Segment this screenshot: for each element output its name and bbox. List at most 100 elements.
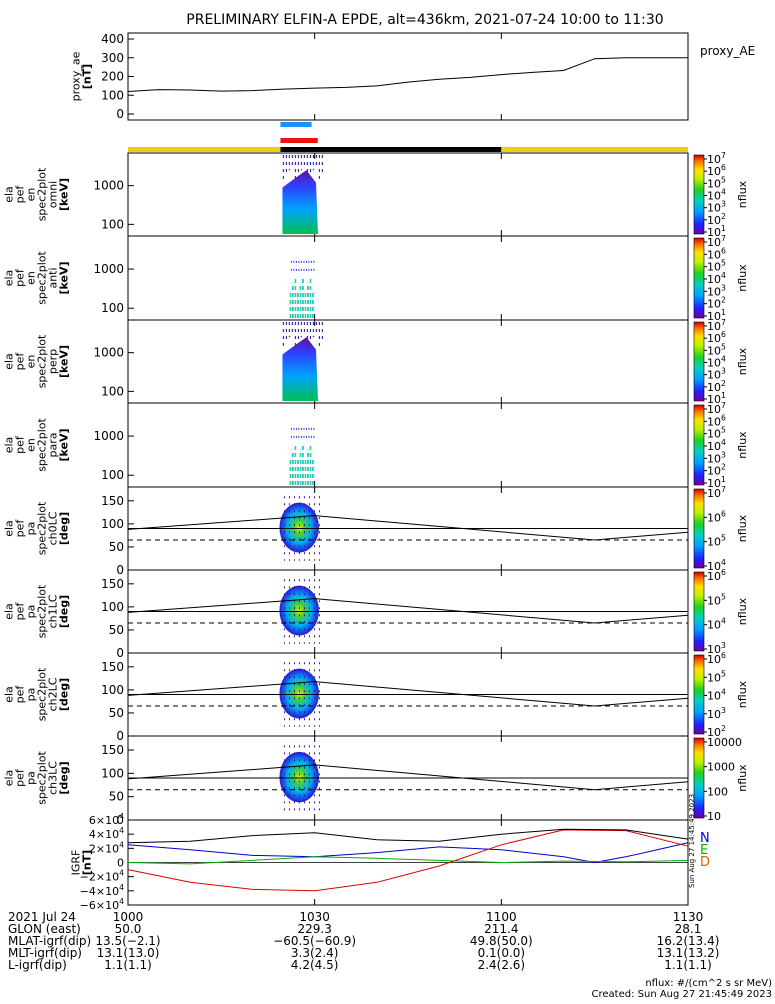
cbar-tick-label: 106 [707,651,726,666]
colorbar [693,654,705,735]
cbar-tick-label: 107 [707,234,726,249]
side-stamp: Sun Aug 27 14:45:49 2023 [688,794,696,888]
panel-perp: elapefenspec2plotperp[keV]10710610510410… [3,318,750,406]
footer-value: 49.8(50.0) [470,934,533,948]
cbar-tick-label: 103 [707,367,726,382]
spectrogram-burst [282,170,318,234]
panel-ylabel-line: pef [14,352,27,371]
footer-value: 1130 [673,910,704,924]
orbit-bar-segment-1 [280,147,502,152]
panel-ylabel-line: spec2plot [36,334,49,388]
ytick-label: 0 [117,857,124,870]
cbar-tick-label: 101 [707,391,726,406]
panel-ylabel-line: spec2plot [36,418,49,472]
footer-value: 16.2(13.4) [657,934,720,948]
igrf-series-E [127,856,689,865]
cbar-tick-label: 1000 [707,761,735,774]
footer-value: 13.1(13.2) [657,946,720,960]
panel-ylabel-line: para [47,433,60,458]
ytick-label: 0 [116,107,124,121]
panel-ylabel-line: [keV] [58,428,71,461]
footer-row-label: MLT-igrf(dip) [8,946,82,960]
panel-ylabel-line: omni [47,181,60,208]
ytick-label: 50 [109,540,124,554]
panel-frame-perp [127,319,689,404]
panel-ylabel-line: spec2plot [36,251,49,305]
panel-frame-para [127,402,689,488]
cbar-tick-label: 106 [707,568,726,583]
panel-ch3LC: elapefpaspec2plotch3LC[deg]1000010001001… [3,735,749,827]
panel-ylabel-line: ela [3,603,16,620]
panel-ylabel-line: ela [3,270,16,287]
panel-ylabel-line: proxy_ae [70,51,83,101]
panel-ylabel-line: [keV] [58,178,71,211]
panel-ylabel-line: [keV] [58,261,71,294]
cbar-tick-label: 104 [707,688,726,703]
ytick-label: 100 [101,683,124,697]
cbar-label: nflux [736,680,749,708]
panel-ylabel-line: spec2plot [36,751,49,805]
ytick-label: 100 [101,600,124,614]
cbar-tick-label: 104 [707,355,726,370]
cbar-tick-label: 107 [707,485,726,500]
cbar-label: nflux [736,264,749,292]
ytick-label: 400 [101,32,124,46]
ytick-label: 100 [101,301,124,315]
colorbar [693,571,705,652]
figure-title: PRELIMINARY ELFIN-A EPDE, alt=436km, 202… [186,12,663,28]
proxy-ae-line [127,57,688,92]
panel-frame-proxy_ae [127,32,689,121]
cbar-tick-label: 104 [707,271,726,286]
panel-ylabel-line: pa [25,771,38,785]
panel-para: elapefenspec2plotpara[keV]10710610510410… [3,401,750,490]
igrf-series-N [127,842,689,864]
panel-frame-anti [127,235,689,321]
cbar-tick-label: 106 [707,330,726,345]
footer-value: 229.3 [297,922,331,936]
footer-row-label: 2021 Jul 24 [8,910,76,924]
ytick-label: 1000 [93,179,124,193]
panel-frame-omni [127,152,689,237]
igrf-series-D [127,829,689,892]
ytick-label: 50 [109,706,124,720]
ytick-label: 1000 [93,346,124,360]
panel-ylabel-line: pef [14,519,27,538]
panel-ylabel-line: spec2plot [36,667,49,721]
panel-ylabel-line: pa [25,605,38,619]
cbar-tick-label: 100 [707,785,728,798]
footer-row-label: L-igrf(dip) [8,958,67,972]
panel-ylabel-line: [deg] [58,678,71,711]
cbar-tick-label: 106 [707,509,726,524]
colorbar [693,404,705,486]
panel-ylabel-line: pef [14,435,27,454]
ytick-label: 100 [101,766,124,780]
cbar-tick-label: 101 [707,224,726,239]
cbar-tick-label: 104 [707,438,726,453]
panel-ylabel-line: en [25,271,38,285]
cbar-tick-label: 107 [707,318,726,333]
panel-ylabel-line: ch1LC [47,594,60,628]
footer-value: 1000 [113,910,144,924]
cbar-tick-label: 102 [707,212,726,227]
loss-cone-line [127,681,689,707]
panel-ylabel-line: [nT] [81,64,94,89]
panel-ylabel-line: spec2plot [36,167,49,221]
ytick-label: 150 [101,494,124,508]
ytick-label: 0 [116,646,124,660]
cbar-tick-label: 105 [707,592,726,607]
panel-ylabel-line: pa [25,522,38,536]
footer-value: 4.2(4.5) [291,958,339,972]
panel-ylabel-line: ch0LC [47,511,60,545]
red-bar [280,138,318,143]
cbar-tick-label: 103 [707,641,726,656]
orbit-bar-segment-0 [128,147,281,152]
orbit-bar-segment-2 [501,147,688,152]
cbar-tick-label: 104 [707,188,726,203]
panel-ylabel-line: spec2plot [36,584,49,638]
cbar-tick-label: 107 [707,401,726,416]
cbar-tick-label: 104 [707,558,726,573]
panel-ylabel-line: pa [25,688,38,702]
